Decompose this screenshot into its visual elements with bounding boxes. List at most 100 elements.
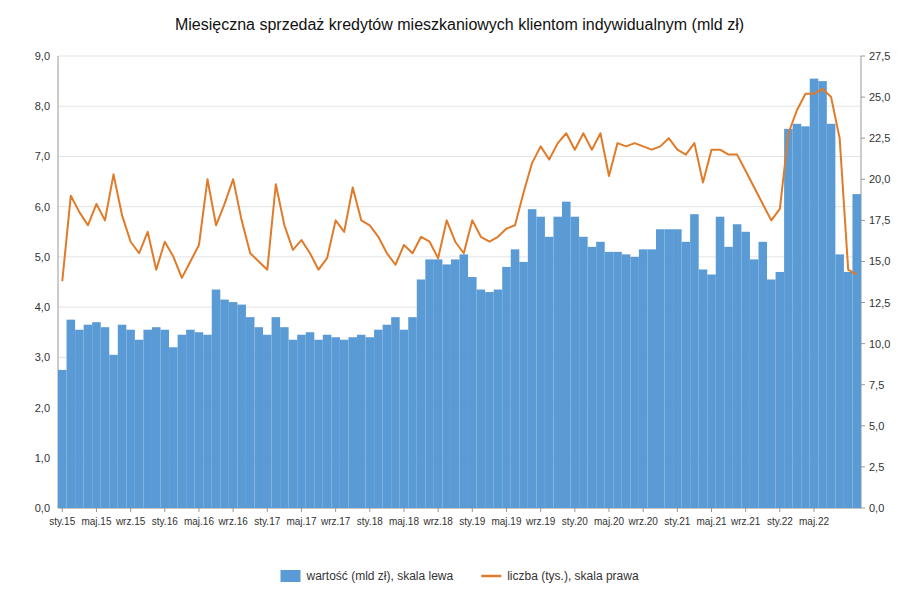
y2-tick-label: 27,5	[869, 50, 890, 62]
y-tick-label: 7,0	[35, 150, 50, 162]
bar	[758, 242, 767, 508]
bar	[135, 340, 144, 508]
bar	[289, 340, 298, 508]
y-tick-label: 5,0	[35, 251, 50, 263]
bar-series	[58, 79, 861, 508]
bar	[699, 269, 708, 508]
y2-tick-label: 12,5	[869, 297, 890, 309]
bar	[553, 217, 562, 508]
y2-tick-label: 10,0	[869, 338, 890, 350]
bar	[237, 305, 246, 508]
x-tick	[62, 508, 63, 512]
bar	[246, 317, 255, 508]
y2-tick	[861, 466, 865, 467]
legend-swatch	[481, 575, 501, 578]
y-tick-label: 8,0	[35, 100, 50, 112]
bar	[169, 347, 178, 508]
y2-tick-label: 20,0	[869, 173, 890, 185]
bar	[485, 292, 494, 508]
bar	[665, 229, 674, 508]
legend-item: liczba (tys.), skala prawa	[481, 569, 639, 583]
bar	[673, 229, 682, 508]
bar	[733, 224, 742, 508]
y2-tick	[861, 508, 865, 509]
grid-line	[58, 106, 861, 107]
x-tick	[779, 508, 780, 512]
bar	[152, 327, 161, 508]
x-tick-label: sty.20	[562, 516, 588, 527]
x-tick	[130, 508, 131, 512]
y2-tick	[861, 384, 865, 385]
x-tick-label: sty.22	[767, 516, 793, 527]
bar	[442, 264, 451, 508]
x-tick-label: maj.22	[799, 516, 829, 527]
bar	[690, 214, 699, 508]
x-tick-label: sty.17	[254, 516, 280, 527]
bar	[793, 124, 802, 508]
y-tick-label: 2,0	[35, 402, 50, 414]
bar	[92, 322, 101, 508]
bar	[707, 274, 716, 508]
axes: 0,01,02,03,04,05,06,07,08,09,00,02,55,07…	[35, 50, 891, 527]
bar	[801, 126, 810, 508]
bar	[143, 330, 152, 508]
x-tick-label: sty.16	[152, 516, 178, 527]
bar	[203, 335, 212, 508]
legend-label: wartość (mld zł), skala lewa	[306, 569, 454, 583]
bar	[536, 217, 545, 508]
bar	[827, 124, 836, 508]
bar	[716, 217, 725, 508]
bar	[810, 79, 819, 508]
x-tick	[472, 508, 473, 512]
x-tick-label: maj.20	[594, 516, 624, 527]
bar	[314, 340, 323, 508]
bar	[195, 332, 204, 508]
x-tick-label: maj.16	[184, 516, 214, 527]
bar	[323, 335, 332, 508]
bar	[280, 327, 289, 508]
y2-tick	[861, 179, 865, 180]
bar	[579, 237, 588, 508]
legend-item: wartość (mld zł), skala lewa	[281, 569, 454, 583]
bar	[75, 330, 84, 508]
bar	[767, 279, 776, 508]
x-tick-label: sty.21	[664, 516, 690, 527]
bar	[417, 279, 426, 508]
x-tick-label: maj.18	[389, 516, 419, 527]
x-tick	[506, 508, 507, 512]
bar	[67, 320, 76, 508]
chart: Miesięczna sprzedaż kredytów mieszkaniow…	[0, 0, 919, 600]
bar	[366, 337, 375, 508]
x-tick-label: maj.21	[696, 516, 726, 527]
bar	[58, 370, 67, 508]
x-tick-label: wrz.19	[525, 516, 556, 527]
bar	[254, 327, 263, 508]
bar	[161, 330, 170, 508]
bar	[186, 330, 195, 508]
y2-tick-label: 2,5	[869, 461, 884, 473]
y2-tick-label: 0,0	[869, 502, 884, 514]
bar	[340, 340, 349, 508]
x-tick-label: wrz.20	[627, 516, 658, 527]
x-tick	[677, 508, 678, 512]
bar	[460, 254, 469, 508]
y2-tick-label: 25,0	[869, 91, 890, 103]
bar	[596, 242, 605, 508]
bar	[451, 259, 460, 508]
bar	[425, 259, 434, 508]
x-tick	[608, 508, 609, 512]
y2-tick	[861, 138, 865, 139]
x-tick-label: maj.17	[286, 516, 316, 527]
y2-tick	[861, 343, 865, 344]
y-tick-label: 9,0	[35, 50, 50, 62]
bar	[605, 252, 614, 508]
bar	[263, 335, 272, 508]
bar	[852, 194, 861, 508]
x-tick	[369, 508, 370, 512]
x-tick-label: sty.19	[459, 516, 485, 527]
grid	[58, 56, 861, 508]
y2-tick-label: 17,5	[869, 214, 890, 226]
bar	[844, 272, 853, 508]
bar	[374, 330, 383, 508]
x-tick	[745, 508, 746, 512]
